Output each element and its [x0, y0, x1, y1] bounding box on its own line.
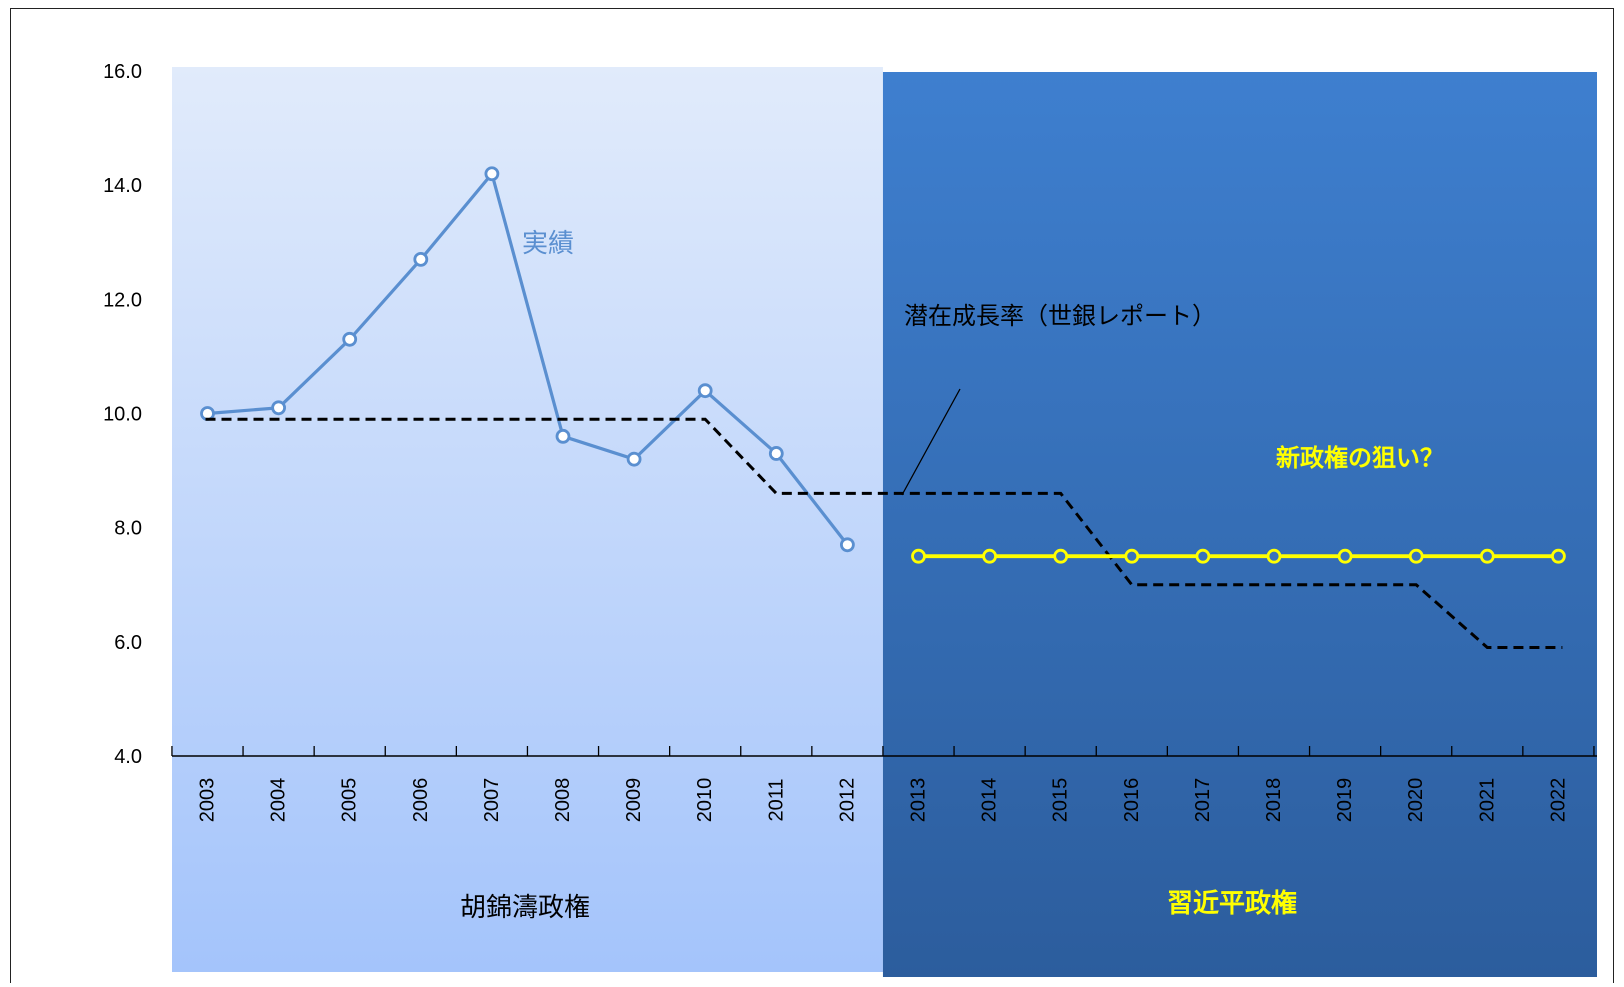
- x-tick-label: 2008: [552, 778, 574, 823]
- x-tick-label: 2003: [197, 778, 219, 823]
- data-point-actual: [555, 428, 571, 444]
- annotation-new-target: 新政権の狙い？: [1276, 444, 1444, 472]
- series-layer: [200, 166, 1566, 650]
- data-point-target: [1337, 548, 1353, 564]
- data-point-target: [1408, 548, 1424, 564]
- data-point-target: [1479, 548, 1495, 564]
- data-point-actual: [768, 446, 784, 461]
- data-point-target: [1195, 548, 1211, 564]
- x-tick-label: 2004: [268, 778, 290, 823]
- x-tick-label: 2005: [339, 778, 361, 823]
- y-tick-label: 4.0: [114, 746, 142, 768]
- region-label-hu-jintao: 胡錦濤政権: [460, 893, 590, 923]
- series-line-potential-growth: [205, 417, 1563, 650]
- x-tick-label: 2021: [1476, 778, 1498, 823]
- data-point-target: [1124, 548, 1140, 564]
- x-tick-label: 2022: [1547, 778, 1569, 823]
- y-tick-label: 8.0: [114, 518, 142, 540]
- x-tick-label: 2006: [410, 778, 432, 823]
- region-xi-jinping: [882, 72, 1597, 977]
- x-tick-label: 2020: [1405, 778, 1427, 823]
- y-tick-label: 10.0: [103, 404, 142, 426]
- axes: 4.0 6.0 8.0 10.0 12.0 14.0 16.0 2003 2004 2005 200…: [103, 61, 1597, 822]
- x-tick-label: 2018: [1263, 778, 1285, 823]
- x-tick-label: 2011: [765, 778, 787, 821]
- series-line-actual: [207, 170, 849, 546]
- y-tick-label: 14.0: [103, 175, 142, 197]
- data-point-actual: [697, 383, 713, 399]
- y-tick-label: 16.0: [103, 61, 142, 83]
- data-point-target: [1053, 548, 1069, 564]
- x-tick-label: 2016: [1121, 778, 1143, 823]
- x-tick-label: 2013: [908, 778, 930, 823]
- data-point-actual: [271, 400, 287, 416]
- x-tick-label: 2019: [1334, 778, 1356, 823]
- region-label-xi-jinping: 習近平政権: [1167, 888, 1297, 919]
- data-point-target: [982, 548, 997, 564]
- x-tick-label: 2007: [481, 778, 503, 823]
- x-tick-label: 2012: [836, 778, 858, 823]
- x-tick-label: 2015: [1050, 778, 1072, 823]
- data-point-actual: [626, 451, 642, 467]
- region-hu-jintao: [172, 67, 883, 972]
- chart-frame: [10, 8, 1614, 983]
- annotation-potential-growth: 潜在成長率（世銀レポート）: [904, 302, 1216, 330]
- data-point-target: [911, 548, 926, 564]
- x-tick-label: 2017: [1192, 778, 1214, 823]
- data-point-actual: [342, 331, 358, 347]
- x-tick-label: 2010: [694, 778, 716, 823]
- data-point-actual: [200, 406, 215, 421]
- x-tick-label: 2014: [979, 778, 1001, 823]
- annotation-actual: 実績: [522, 229, 574, 259]
- data-point-actual: [484, 166, 500, 182]
- y-tick-label: 6.0: [114, 632, 142, 654]
- data-point-actual: [840, 537, 855, 553]
- data-point-target: [1266, 548, 1282, 564]
- data-point-target: [1551, 548, 1566, 564]
- x-tick-label: 2009: [623, 778, 645, 823]
- data-point-actual: [413, 251, 429, 267]
- annotation-leader-line: [901, 388, 961, 496]
- y-tick-label: 12.0: [103, 289, 142, 311]
